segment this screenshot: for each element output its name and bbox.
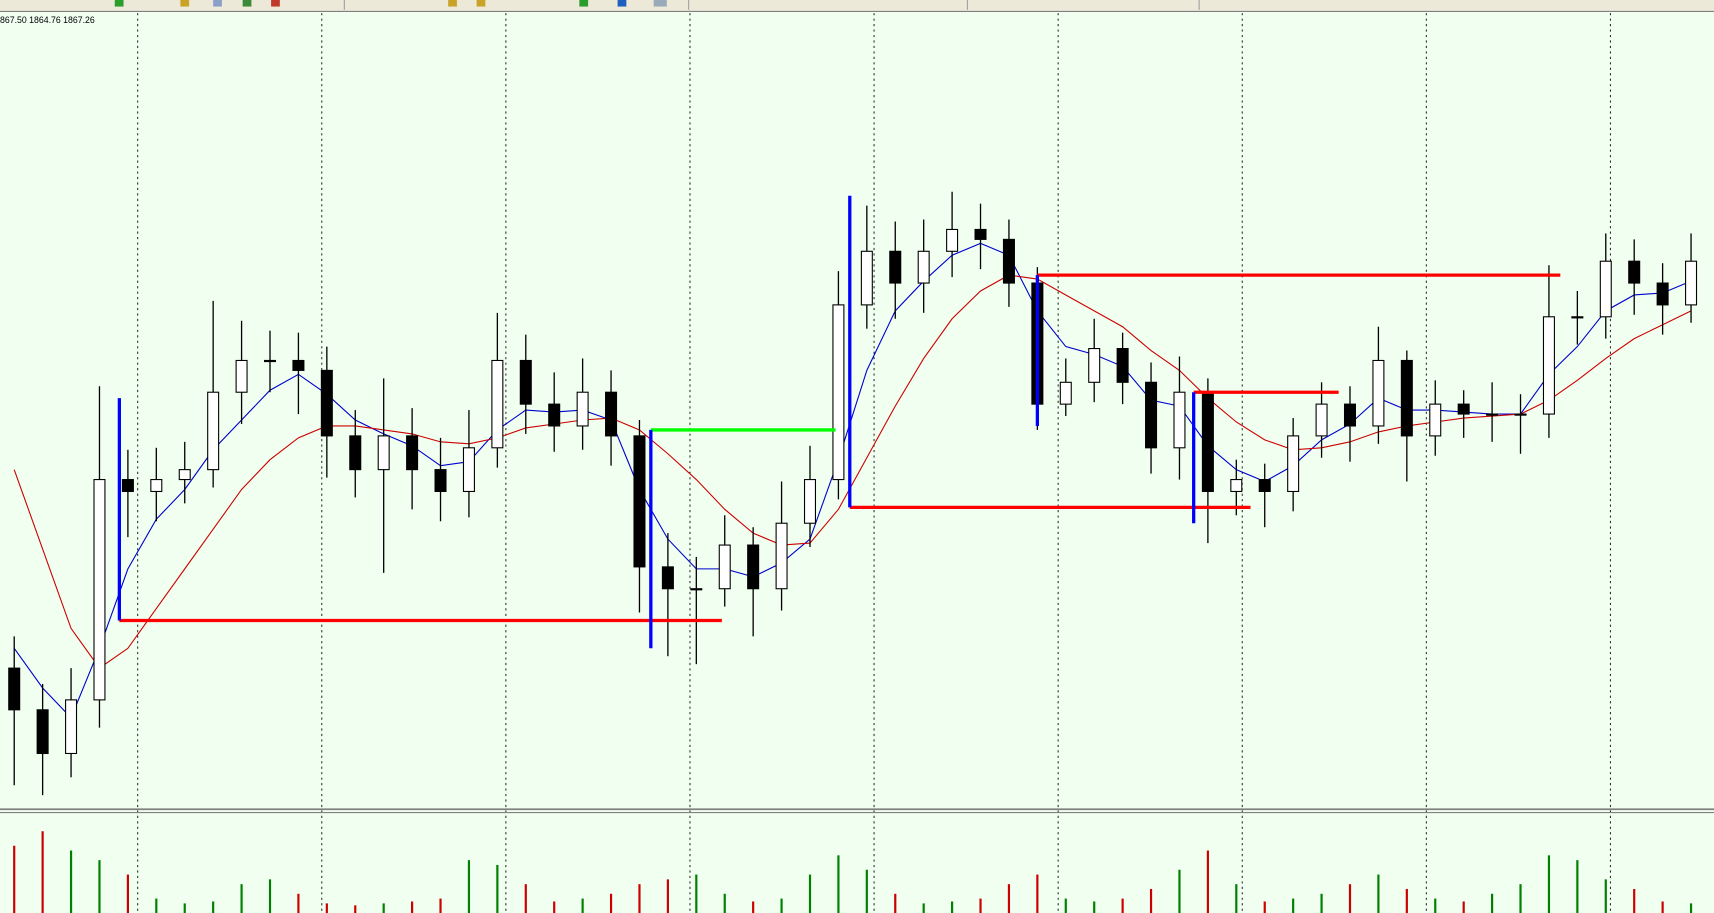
candle-body bbox=[775, 522, 788, 590]
candle-body bbox=[121, 479, 134, 493]
candle-body bbox=[718, 544, 731, 590]
candle-body bbox=[150, 479, 163, 493]
candle-body bbox=[377, 435, 390, 471]
candle-body bbox=[93, 479, 106, 701]
toolbar-icon[interactable] bbox=[476, 0, 486, 7]
candle-body bbox=[803, 479, 817, 524]
candle-body bbox=[1343, 403, 1357, 427]
candle-body bbox=[1315, 403, 1328, 437]
candle-body bbox=[1145, 381, 1158, 449]
price-info: 867.50 1864.76 1867.26 bbox=[0, 15, 95, 25]
candle-body bbox=[1173, 391, 1186, 449]
candle-body bbox=[1542, 316, 1555, 415]
candle-body bbox=[235, 359, 248, 393]
candle-body bbox=[1088, 348, 1101, 383]
candle-body bbox=[1656, 282, 1669, 306]
candle-body bbox=[434, 469, 447, 493]
candle-body bbox=[974, 228, 987, 240]
candle-body bbox=[1258, 479, 1271, 493]
toolbar-icon[interactable] bbox=[617, 0, 627, 7]
candle-body bbox=[576, 391, 589, 427]
candle-body bbox=[860, 250, 873, 306]
toolbar-icon[interactable] bbox=[579, 0, 589, 7]
candle-body bbox=[1116, 348, 1129, 383]
candle-body bbox=[8, 667, 21, 711]
candle-body bbox=[519, 359, 532, 405]
candle-body bbox=[1429, 403, 1442, 437]
candle-body bbox=[690, 588, 703, 591]
candle-body bbox=[1287, 435, 1300, 493]
toolbar-strip bbox=[0, 0, 1714, 11]
candle-body bbox=[65, 699, 78, 755]
toolbar-icon[interactable] bbox=[653, 0, 667, 7]
candle-body bbox=[36, 709, 49, 755]
candle-body bbox=[1372, 359, 1385, 427]
toolbar-icon[interactable] bbox=[114, 0, 124, 7]
candle-body bbox=[633, 435, 646, 568]
toolbar bbox=[0, 0, 1714, 13]
candle-body bbox=[178, 469, 191, 481]
candle-body bbox=[1599, 260, 1612, 318]
candle-body bbox=[1059, 381, 1072, 405]
candle-body bbox=[1457, 403, 1470, 415]
candle-body bbox=[263, 359, 277, 363]
candle-body bbox=[1486, 413, 1499, 416]
candle-body bbox=[747, 544, 760, 590]
toolbar-icon[interactable] bbox=[271, 0, 280, 7]
candle-body bbox=[462, 447, 475, 493]
candle-body bbox=[946, 228, 959, 252]
candle-body bbox=[207, 391, 220, 471]
candle-body bbox=[1685, 260, 1698, 306]
candle-body bbox=[832, 304, 845, 481]
toolbar-icon[interactable] bbox=[448, 0, 457, 7]
period-separators bbox=[137, 13, 1611, 913]
candle-body bbox=[1628, 260, 1641, 284]
candle-body bbox=[320, 369, 333, 437]
toolbar-icon[interactable] bbox=[180, 0, 190, 7]
candle-body bbox=[292, 359, 305, 371]
candle-body bbox=[1201, 391, 1214, 493]
candle-body bbox=[605, 391, 618, 437]
candle-body bbox=[491, 359, 504, 449]
candle-body bbox=[548, 403, 561, 427]
candle-body bbox=[406, 435, 419, 471]
candle-body bbox=[1514, 413, 1527, 416]
candle-body bbox=[917, 250, 930, 284]
candle-body bbox=[349, 435, 362, 471]
candle-body bbox=[889, 250, 902, 284]
candle-body bbox=[1002, 238, 1015, 284]
toolbar-icon[interactable] bbox=[242, 0, 252, 7]
toolbar-icon[interactable] bbox=[213, 0, 222, 7]
candle-body bbox=[1230, 479, 1243, 493]
candle-body bbox=[1571, 316, 1584, 319]
candle-body bbox=[661, 566, 674, 590]
candle-body bbox=[1400, 359, 1413, 437]
